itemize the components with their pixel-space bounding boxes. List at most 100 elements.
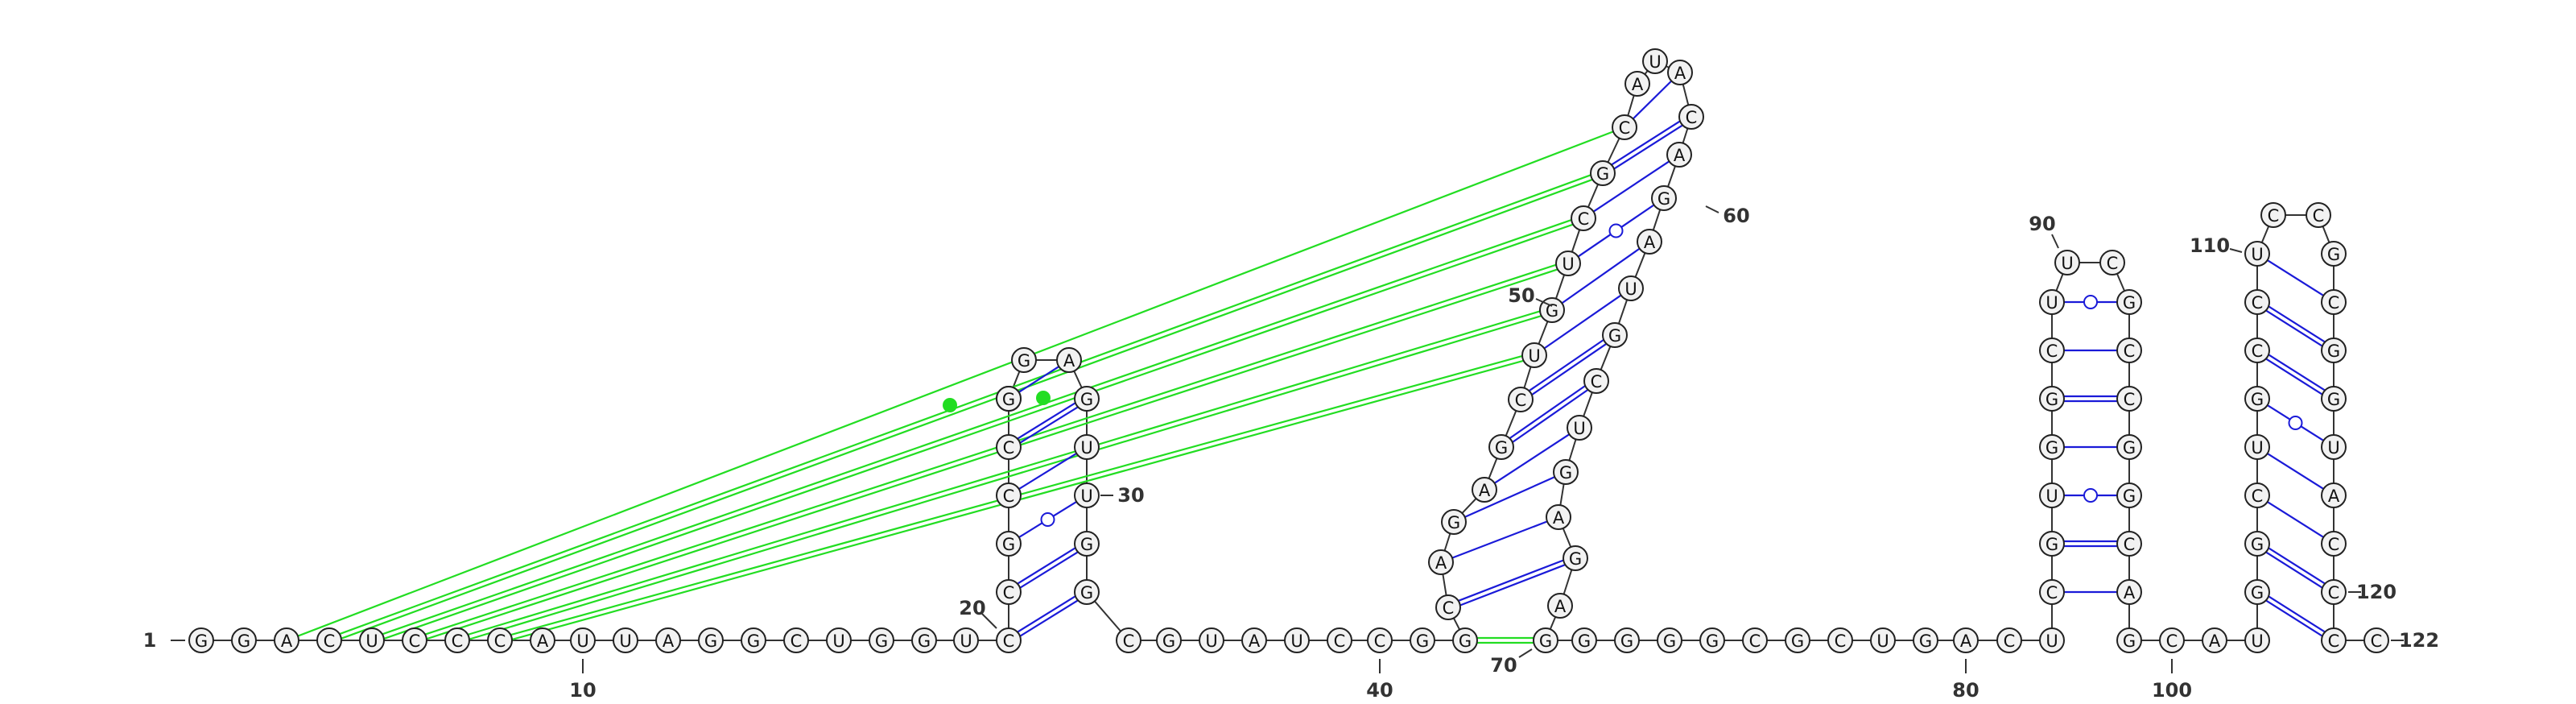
position-label-10: 10 (569, 679, 596, 702)
nucleotide-letter: C (2252, 487, 2264, 506)
nucleotide-121: C (2322, 628, 2346, 652)
nucleotide-102: U (2245, 628, 2269, 652)
nucleotide-letter: G (747, 632, 760, 651)
nucleotide-82: U (2040, 628, 2064, 652)
nucleotide-23: C (997, 483, 1021, 507)
nucleotide-72: G (1615, 628, 1639, 652)
nucleotide-110: U (2245, 242, 2269, 266)
nucleotide-letter: G (2251, 583, 2264, 603)
base-pair-gc (1020, 600, 1077, 636)
nucleotide-letter: G (1539, 632, 1552, 651)
base-pair-gc (1020, 552, 1077, 587)
nucleotide-letter: C (2166, 632, 2178, 651)
nucleotide-letter: A (1479, 481, 1491, 500)
nucleotide-letter: C (1515, 391, 1527, 410)
nucleotide-letter: U (1528, 346, 1540, 366)
nucleotide-46: A (1472, 478, 1496, 502)
nucleotide-letter: G (1416, 632, 1429, 651)
position-label-122: 122 (2399, 629, 2439, 652)
nucleotide-86: G (2040, 435, 2064, 459)
base-pair-au (2268, 453, 2324, 489)
nucleotide-14: G (741, 628, 766, 652)
base-pair-au (2268, 502, 2324, 537)
nucleotide-letter: G (1080, 583, 1093, 603)
nucleotide-letter: A (663, 632, 675, 651)
nucleotide-20: C (997, 628, 1021, 652)
base-pair-gc (2266, 359, 2322, 395)
nucleotide-letter: A (1554, 597, 1567, 616)
nucleotide-114: C (2322, 290, 2346, 314)
nucleotide-54: C (1612, 115, 1637, 139)
nucleotide-letter: C (409, 632, 421, 651)
nucleotide-letter: G (2327, 342, 2340, 361)
nucleotide-letter: C (2124, 390, 2136, 409)
pseudoknot-pair (415, 266, 1569, 643)
nucleotide-113: G (2322, 242, 2346, 266)
nucleotide-letter: G (2123, 438, 2136, 458)
nucleotide-26: G (997, 387, 1021, 411)
position-label-110: 110 (2190, 234, 2230, 257)
nucleotide-letter: U (2251, 438, 2263, 458)
nucleotide-59: A (1667, 143, 1691, 167)
nucleotide-7: C (445, 628, 469, 652)
label-leader-60 (1706, 206, 1719, 213)
nucleotide-letter: A (2209, 632, 2221, 651)
nucleotide-letter: G (1620, 632, 1633, 651)
label-leader-110 (2230, 249, 2242, 252)
nucleotide-100: C (2160, 628, 2184, 652)
nucleotide-letter: G (918, 632, 931, 651)
nucleotide-29: G (1075, 387, 1099, 411)
nucleotide-33: G (1075, 580, 1099, 604)
nucleotide-112: C (2306, 203, 2330, 227)
nucleotide-letter: A (1674, 146, 1686, 165)
base-pair-au (1452, 521, 1547, 557)
nucleotide-120: C (2322, 580, 2346, 604)
nucleotide-letter: G (1706, 632, 1719, 651)
nucleotide-37: A (1242, 628, 1266, 652)
nucleotide-84: G (2040, 532, 2064, 556)
base-pair-gc (2268, 548, 2325, 583)
nucleotide-97: C (2117, 532, 2141, 556)
nucleotide-letter: C (2328, 293, 2340, 313)
nucleotide-letter: U (576, 632, 588, 651)
nucleotide-91: C (2100, 251, 2124, 275)
nucleotide-letter: C (2328, 583, 2340, 603)
wobble-marker (1042, 513, 1055, 526)
nucleotide-letter: U (960, 632, 972, 651)
nucleotide-letter: G (2327, 245, 2340, 264)
nucleotide-101: A (2202, 628, 2227, 652)
base-pair-gc (2266, 553, 2322, 588)
nucleotide-letter: C (1686, 108, 1698, 127)
position-label-1: 1 (143, 629, 157, 652)
base-pair-gc (2266, 601, 2322, 636)
pseudoknot-marker (1036, 391, 1051, 405)
position-label-layer: 1102030405060708090100110120122 (143, 205, 2439, 702)
nucleotide-53: G (1591, 161, 1615, 185)
nucleotide-letter: U (1649, 52, 1661, 72)
nucleotide-letter: A (1063, 351, 1075, 371)
position-label-120: 120 (2356, 581, 2396, 603)
nucleotide-44: A (1429, 550, 1453, 574)
base-pair-gc (2268, 354, 2325, 390)
nucleotide-62: U (1619, 276, 1643, 300)
nucleotide-10: U (571, 628, 595, 652)
nucleotide-24: C (997, 435, 1021, 459)
pseudoknot-pair (371, 216, 1583, 638)
nucleotide-38: U (1285, 628, 1309, 652)
nucleotide-9: A (530, 628, 555, 652)
nucleotide-letter: C (324, 632, 336, 651)
nucleotide-letter: C (2268, 206, 2280, 226)
nucleotide-letter: G (1791, 632, 1804, 651)
nucleotide-74: G (1700, 628, 1724, 652)
nucleotide-42: G (1453, 628, 1477, 652)
nucleotide-letter: G (1162, 632, 1175, 651)
nucleotide-letter: G (2251, 535, 2264, 554)
nucleotide-98: A (2117, 580, 2141, 604)
nucleotide-letter: C (1619, 118, 1631, 138)
nucleotide-letter: U (2327, 438, 2339, 458)
nucleotide-letter: C (1003, 487, 1015, 506)
pseudoknot-pair (328, 171, 1602, 638)
nucleotide-letter: A (1674, 64, 1686, 83)
nucleotide-letter: G (2123, 487, 2136, 506)
